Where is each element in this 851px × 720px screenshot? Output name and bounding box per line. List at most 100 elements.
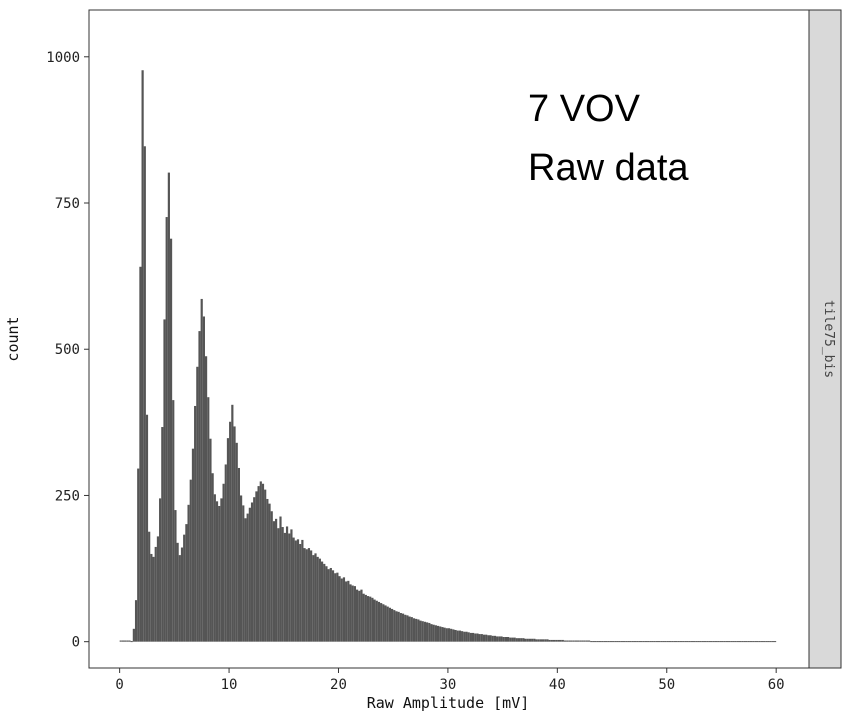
histogram-bar: [725, 641, 729, 643]
histogram-bar: [728, 641, 731, 643]
histogram-bar: [758, 641, 761, 643]
histogram-bar: [240, 495, 243, 642]
histogram-bar: [152, 556, 155, 642]
histogram-bar: [183, 534, 186, 642]
x-axis-ticks: 0 10 20 30 40 50 60: [115, 668, 785, 693]
histogram-bar: [264, 489, 267, 642]
histogram-bar: [119, 640, 122, 642]
histogram-bar: [631, 641, 634, 643]
histogram-bar: [224, 464, 227, 642]
histogram-bar: [706, 641, 709, 643]
histogram-bar: [668, 641, 672, 643]
histogram-bar: [756, 641, 759, 643]
histogram-bar: [128, 640, 131, 642]
histogram-bar: [452, 629, 455, 642]
histogram-bar: [642, 641, 645, 643]
histogram-bar: [629, 641, 632, 643]
histogram-bar: [537, 639, 540, 642]
histogram-bar: [649, 641, 652, 643]
histogram-bar: [338, 576, 341, 642]
histogram-bar: [320, 561, 324, 642]
histogram-bar: [614, 641, 617, 643]
histogram-bar: [511, 637, 514, 642]
histogram-bar: [233, 426, 236, 642]
histogram-bar: [395, 611, 398, 642]
histogram-bar: [231, 404, 234, 642]
histogram-bar: [178, 555, 181, 642]
histogram-bar: [542, 639, 545, 642]
histogram-bar: [655, 641, 658, 643]
histogram-bar: [126, 640, 129, 642]
histogram-bar: [323, 563, 326, 642]
histogram-bar: [594, 641, 597, 643]
histogram-bar: [640, 641, 643, 643]
histogram-bar: [301, 539, 304, 642]
histogram-bar: [633, 641, 637, 643]
histogram-bar: [491, 635, 494, 642]
histogram-bar: [653, 641, 656, 643]
histogram-bar: [204, 356, 208, 642]
histogram-bar: [445, 628, 448, 642]
histogram-bar: [638, 641, 641, 643]
histogram-bar: [281, 527, 284, 642]
histogram-bar: [130, 641, 133, 643]
histogram-bar: [312, 555, 315, 642]
histogram-bar: [412, 618, 416, 642]
histogram-bar: [526, 638, 529, 642]
histogram-bar: [585, 640, 588, 642]
histogram-bar: [636, 641, 639, 643]
histogram-bar: [741, 641, 744, 643]
histogram-bar: [568, 640, 571, 642]
histogram-bar: [169, 238, 173, 642]
histogram-bar: [566, 640, 569, 642]
histogram-bar: [237, 467, 240, 642]
histogram-bar: [454, 629, 457, 642]
histogram-bar: [176, 542, 179, 642]
y-tick-label: 0: [72, 635, 80, 651]
histogram-bar: [174, 510, 177, 642]
histogram-bar: [671, 641, 674, 643]
histogram-bar: [401, 613, 405, 642]
histogram-bar: [408, 616, 411, 642]
histogram-bar: [476, 633, 479, 642]
histogram-bar: [506, 637, 510, 642]
histogram-bar: [574, 640, 578, 642]
histogram-bar: [329, 567, 332, 642]
histogram-bar: [121, 640, 125, 642]
histogram-bar: [548, 639, 551, 642]
facet-strip: [808, 9, 842, 669]
histogram-bar: [163, 319, 166, 642]
histogram-bar: [386, 606, 389, 642]
histogram-bar: [340, 578, 343, 642]
histogram-bar: [520, 638, 523, 642]
histogram-bar: [701, 641, 704, 643]
histogram-bar: [708, 641, 711, 643]
histogram-bar: [644, 641, 648, 643]
histogram-bar: [327, 569, 330, 642]
histogram-bar: [467, 632, 470, 642]
histogram-bar: [242, 505, 245, 642]
histogram-bar: [209, 438, 212, 642]
histogram-bar: [257, 486, 260, 642]
histogram-bar: [618, 641, 621, 643]
histogram-bar: [218, 505, 221, 642]
x-tick-label: 0: [115, 677, 123, 693]
histogram-bar: [616, 641, 619, 643]
histogram-bar: [531, 638, 534, 642]
histogram-bar: [480, 634, 483, 642]
histogram-bar: [493, 635, 497, 642]
histogram-bar: [690, 641, 694, 643]
histogram-bar: [161, 427, 164, 642]
histogram-bar: [426, 622, 429, 642]
histogram-bar: [318, 558, 321, 642]
histogram-bar: [244, 518, 247, 642]
histogram-bar: [202, 316, 205, 642]
y-axis-ticks: 0 250 500 750 1000: [46, 50, 89, 651]
histogram-bar: [734, 641, 737, 643]
histogram-bar: [148, 531, 151, 642]
histogram-bar: [603, 641, 606, 643]
histogram-bar: [375, 600, 378, 642]
histogram-bar: [773, 641, 777, 643]
histogram-bar: [482, 634, 486, 642]
histogram-bar: [421, 621, 424, 642]
